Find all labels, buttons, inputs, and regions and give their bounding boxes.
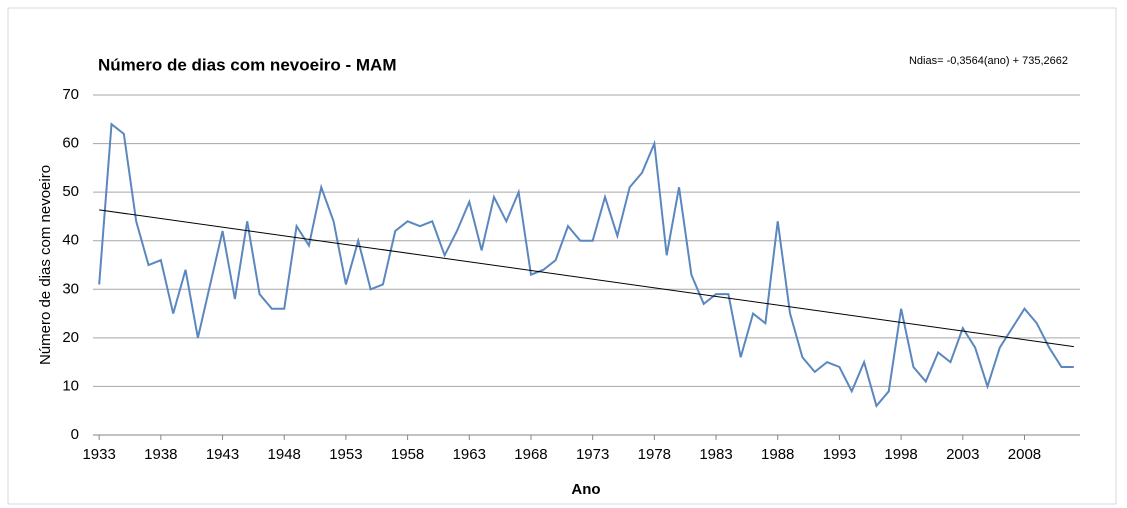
y-tick-label: 50	[62, 183, 79, 200]
x-tick-label: 1978	[638, 446, 671, 463]
x-tick-label: 1958	[391, 446, 424, 463]
x-tick-label: 2008	[1008, 446, 1041, 463]
y-tick-label: 40	[62, 232, 79, 249]
x-tick-label: 1973	[576, 446, 609, 463]
chart-title: Número de dias com nevoeiro - MAM	[98, 55, 397, 74]
x-tick-label: 1993	[823, 446, 856, 463]
y-tick-label: 70	[62, 86, 79, 103]
y-tick-label: 20	[62, 329, 79, 346]
x-tick-label: 1938	[144, 446, 177, 463]
x-tick-label: 1988	[761, 446, 794, 463]
x-tick-label: 1943	[206, 446, 239, 463]
y-axis-label: Número de dias com nevoeiro	[37, 165, 54, 365]
y-tick-label: 0	[71, 426, 79, 443]
data-line	[98, 122, 1074, 408]
x-tick-label: 1998	[884, 446, 917, 463]
trend-line	[99, 209, 1074, 348]
x-tick-label: 1963	[453, 446, 486, 463]
x-axis-label: Ano	[571, 481, 600, 498]
x-tick-label: 1968	[514, 446, 547, 463]
x-tick-label: 1953	[329, 446, 362, 463]
x-tick-label: 1948	[268, 446, 301, 463]
y-tick-label: 10	[62, 377, 79, 394]
y-tick-label: 30	[62, 280, 79, 297]
annotation: Ndias= -0,3564(ano) + 735,2662	[909, 55, 1068, 67]
x-tick-label: 2003	[946, 446, 979, 463]
y-tick-label: 60	[62, 135, 79, 152]
x-tick-label: 1983	[699, 446, 732, 463]
chart-frame	[7, 7, 1117, 505]
x-tick-label: 1933	[82, 446, 115, 463]
